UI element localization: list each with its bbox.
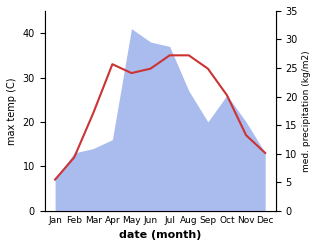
Y-axis label: med. precipitation (kg/m2): med. precipitation (kg/m2): [302, 50, 311, 172]
Y-axis label: max temp (C): max temp (C): [7, 77, 17, 144]
X-axis label: date (month): date (month): [119, 230, 201, 240]
